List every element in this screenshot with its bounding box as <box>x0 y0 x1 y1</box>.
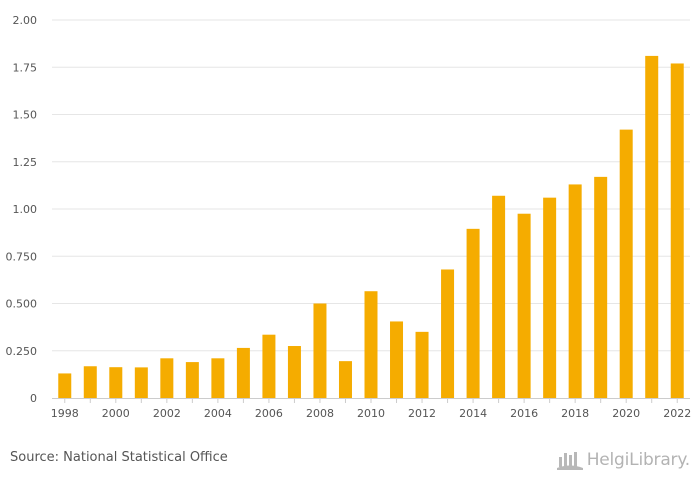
bar-2003[interactable] <box>185 362 199 398</box>
y-tick-label: 0.250 <box>6 345 38 358</box>
x-tick-label: 2012 <box>408 407 436 420</box>
bar-2011[interactable] <box>390 321 404 398</box>
bar-2016[interactable] <box>517 213 531 398</box>
bar-2018[interactable] <box>568 184 582 398</box>
bar-2021[interactable] <box>645 55 659 398</box>
bar-2012[interactable] <box>415 331 429 398</box>
x-tick-label: 1998 <box>51 407 79 420</box>
y-tick-label: 0 <box>30 392 37 405</box>
y-tick-label: 2.00 <box>13 14 38 27</box>
x-tick-label: 2010 <box>357 407 385 420</box>
bar-2005[interactable] <box>236 347 250 398</box>
y-tick-label: 0.750 <box>6 250 38 263</box>
y-tick-labels: 0 0.250 0.500 0.750 1.00 1.25 1.50 1.75 2.00 <box>6 14 38 405</box>
library-building-icon <box>556 452 583 470</box>
bar-2022[interactable] <box>670 63 684 398</box>
x-tick-label: 2020 <box>612 407 640 420</box>
y-tick-label: 1.50 <box>13 109 38 122</box>
bar-2007[interactable] <box>287 346 301 398</box>
bar-2000[interactable] <box>109 367 123 398</box>
y-tick-label: 1.75 <box>13 61 38 74</box>
bar-2002[interactable] <box>160 358 174 398</box>
y-tick-label: 0.500 <box>6 298 38 311</box>
bar-2020[interactable] <box>619 129 633 398</box>
bar-2013[interactable] <box>441 269 455 398</box>
source-note: Source: National Statistical Office <box>10 450 228 465</box>
x-tick-label: 2014 <box>459 407 487 420</box>
bar-2008[interactable] <box>313 303 327 399</box>
bar-2009[interactable] <box>338 361 352 398</box>
chart-svg: 0 0.250 0.500 0.750 1.00 1.25 1.50 1.75 2.00 199… <box>6 14 692 420</box>
helgilibrary-logo[interactable]: HelgiLibrary. <box>556 446 691 474</box>
x-tick-label: 2018 <box>561 407 589 420</box>
y-tick-label: 1.00 <box>13 203 38 216</box>
logo-text: HelgiLibrary. <box>586 450 691 470</box>
gridlines <box>52 19 690 352</box>
bar-2010[interactable] <box>364 291 378 398</box>
bar-2019[interactable] <box>594 176 608 398</box>
x-tick-label: 2000 <box>102 407 130 420</box>
bar-chart: 0 0.250 0.500 0.750 1.00 1.25 1.50 1.75 2.00 199… <box>6 14 692 420</box>
bar-1999[interactable] <box>83 366 97 398</box>
x-tick-label: 2006 <box>255 407 283 420</box>
bar-2014[interactable] <box>466 228 480 398</box>
y-tick-label: 1.25 <box>13 156 38 169</box>
x-tick-label: 2016 <box>510 407 538 420</box>
x-tick-label: 2008 <box>306 407 334 420</box>
bars <box>58 55 684 399</box>
x-tick-labels: 1998 2000 2002 2004 2006 2008 2010 2012 2014 2016… <box>51 407 691 420</box>
bar-1998[interactable] <box>58 373 72 398</box>
x-tick-label: 2022 <box>663 407 691 420</box>
bar-2017[interactable] <box>543 197 557 398</box>
bar-2015[interactable] <box>492 195 506 398</box>
x-tick-label: 2004 <box>204 407 232 420</box>
x-axis <box>52 398 690 403</box>
bar-2001[interactable] <box>134 367 148 398</box>
x-tick-label: 2002 <box>153 407 181 420</box>
bar-2006[interactable] <box>262 334 276 398</box>
bar-2004[interactable] <box>211 358 225 398</box>
